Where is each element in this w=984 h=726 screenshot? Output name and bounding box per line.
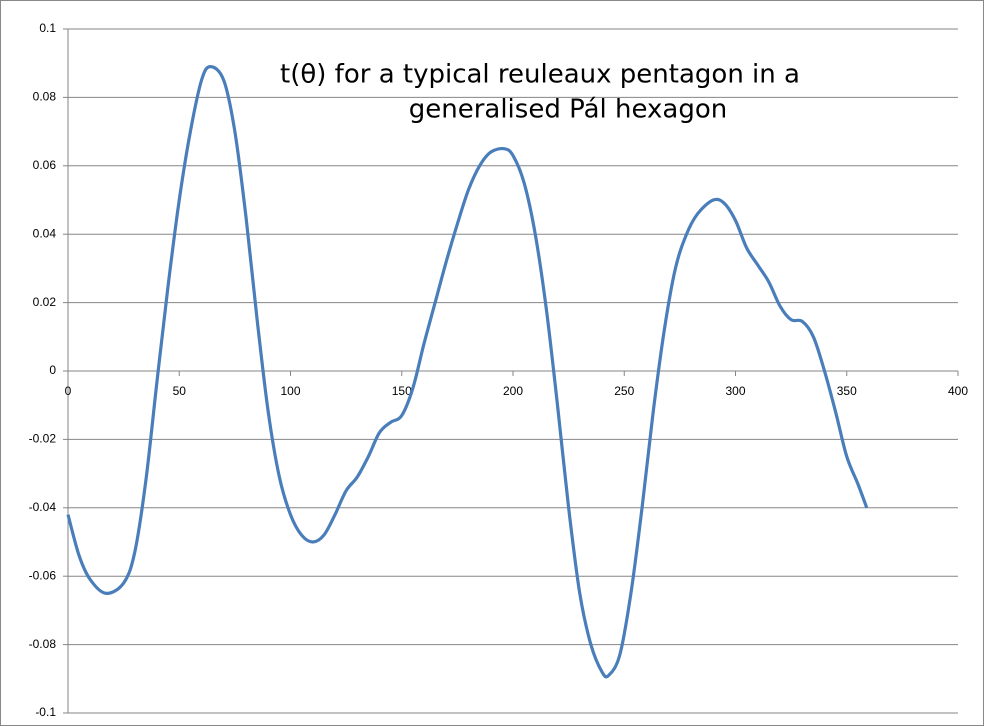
x-tick-label: 350 (837, 384, 857, 398)
y-tick-label: -0.02 (29, 432, 57, 446)
chart-title: t(θ) for a typical reuleaux pentagon in … (280, 60, 800, 90)
data-line (66, 65, 869, 679)
y-tick-label: -0.04 (29, 500, 57, 514)
y-tick-label: -0.1 (35, 705, 56, 719)
x-tick-label: 200 (503, 384, 523, 398)
x-tick-label: 0 (65, 384, 72, 398)
y-tick-label: -0.06 (29, 568, 57, 582)
y-tick-label: 0.06 (33, 158, 57, 172)
y-tick-label: -0.08 (29, 637, 57, 651)
y-tick-label: 0.08 (33, 90, 57, 104)
y-tick-label: 0 (49, 363, 56, 377)
y-tick-label: 0.1 (39, 21, 56, 35)
y-tick-label: 0.02 (33, 295, 57, 309)
x-tick-label: 400 (948, 384, 968, 398)
y-tick-label: 0.04 (33, 226, 57, 240)
x-tick-label: 250 (614, 384, 634, 398)
x-tick-label: 150 (392, 384, 412, 398)
x-tick-label: 300 (725, 384, 745, 398)
x-tick-label: 50 (173, 384, 187, 398)
x-tick-label: 100 (280, 384, 300, 398)
chart-title: generalised Pál hexagon (409, 95, 728, 125)
